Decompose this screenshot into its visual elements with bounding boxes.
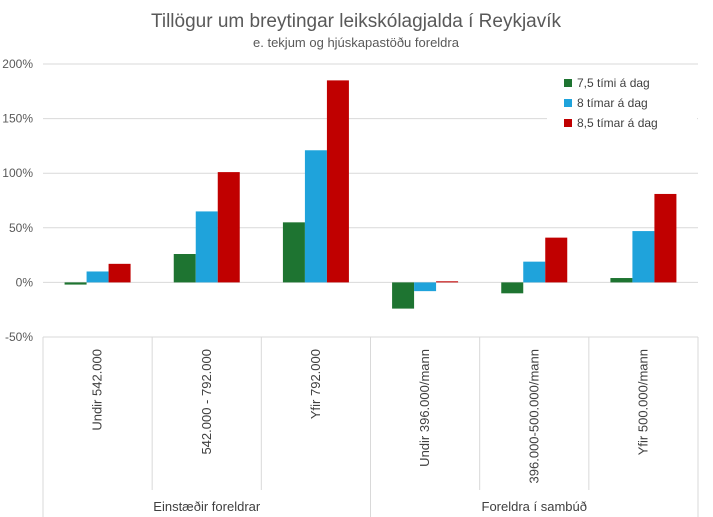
bar — [545, 237, 568, 283]
bars — [64, 80, 677, 309]
category-label: 542.000 - 792.000 — [199, 349, 214, 455]
y-tick-label: 150% — [2, 112, 33, 126]
bar — [523, 261, 546, 283]
category-axis: Undir 542.000 542.000 - 792.000 Yfir 792.0… — [42, 336, 699, 517]
category-label: 396.000-500.000/mann — [526, 349, 541, 483]
bar — [501, 282, 524, 294]
bar — [108, 263, 131, 283]
bar — [610, 278, 633, 283]
category-label: Yfir 500.000/mann — [635, 349, 650, 455]
y-axis-ticks: -50% 0% 50% 100% 150% 200% — [2, 57, 33, 344]
category-label: Undir 542.000 — [90, 349, 105, 431]
bar — [195, 211, 218, 283]
bar — [304, 150, 327, 283]
bar — [86, 271, 109, 283]
bar — [392, 282, 415, 309]
bar — [64, 282, 87, 285]
group-label: Einstæðir foreldrar — [153, 499, 261, 514]
group-label: Foreldra í sambúð — [482, 499, 588, 514]
category-label: Undir 396.000/mann — [417, 349, 432, 467]
bar — [436, 281, 459, 283]
y-tick-label: 100% — [2, 166, 33, 180]
category-label: Yfir 792.000 — [308, 349, 323, 419]
chart-title: Tillögur um breytingar leikskólagjalda í… — [151, 11, 562, 32]
bar — [173, 254, 196, 283]
bar — [282, 222, 305, 283]
legend-label: 7,5 tími á dag — [577, 76, 650, 90]
y-tick-label: -50% — [5, 330, 33, 344]
bar — [632, 231, 655, 283]
bar — [654, 193, 677, 283]
legend: 7,5 tími á dag 8 tímar á dag 8,5 tímar á d… — [547, 70, 697, 140]
legend-label: 8,5 tímar á dag — [577, 116, 658, 130]
legend-label: 8 tímar á dag — [577, 96, 648, 110]
y-tick-label: 50% — [9, 221, 33, 235]
legend-swatch — [564, 119, 572, 127]
bar — [217, 172, 240, 283]
legend-swatch — [564, 99, 572, 107]
bar — [326, 80, 349, 283]
legend-swatch — [564, 79, 572, 87]
y-tick-label: 0% — [16, 275, 34, 289]
y-tick-label: 200% — [2, 57, 33, 71]
chart-subtitle: e. tekjum og hjúskapastöðu foreldra — [253, 35, 460, 50]
bar — [414, 282, 437, 292]
